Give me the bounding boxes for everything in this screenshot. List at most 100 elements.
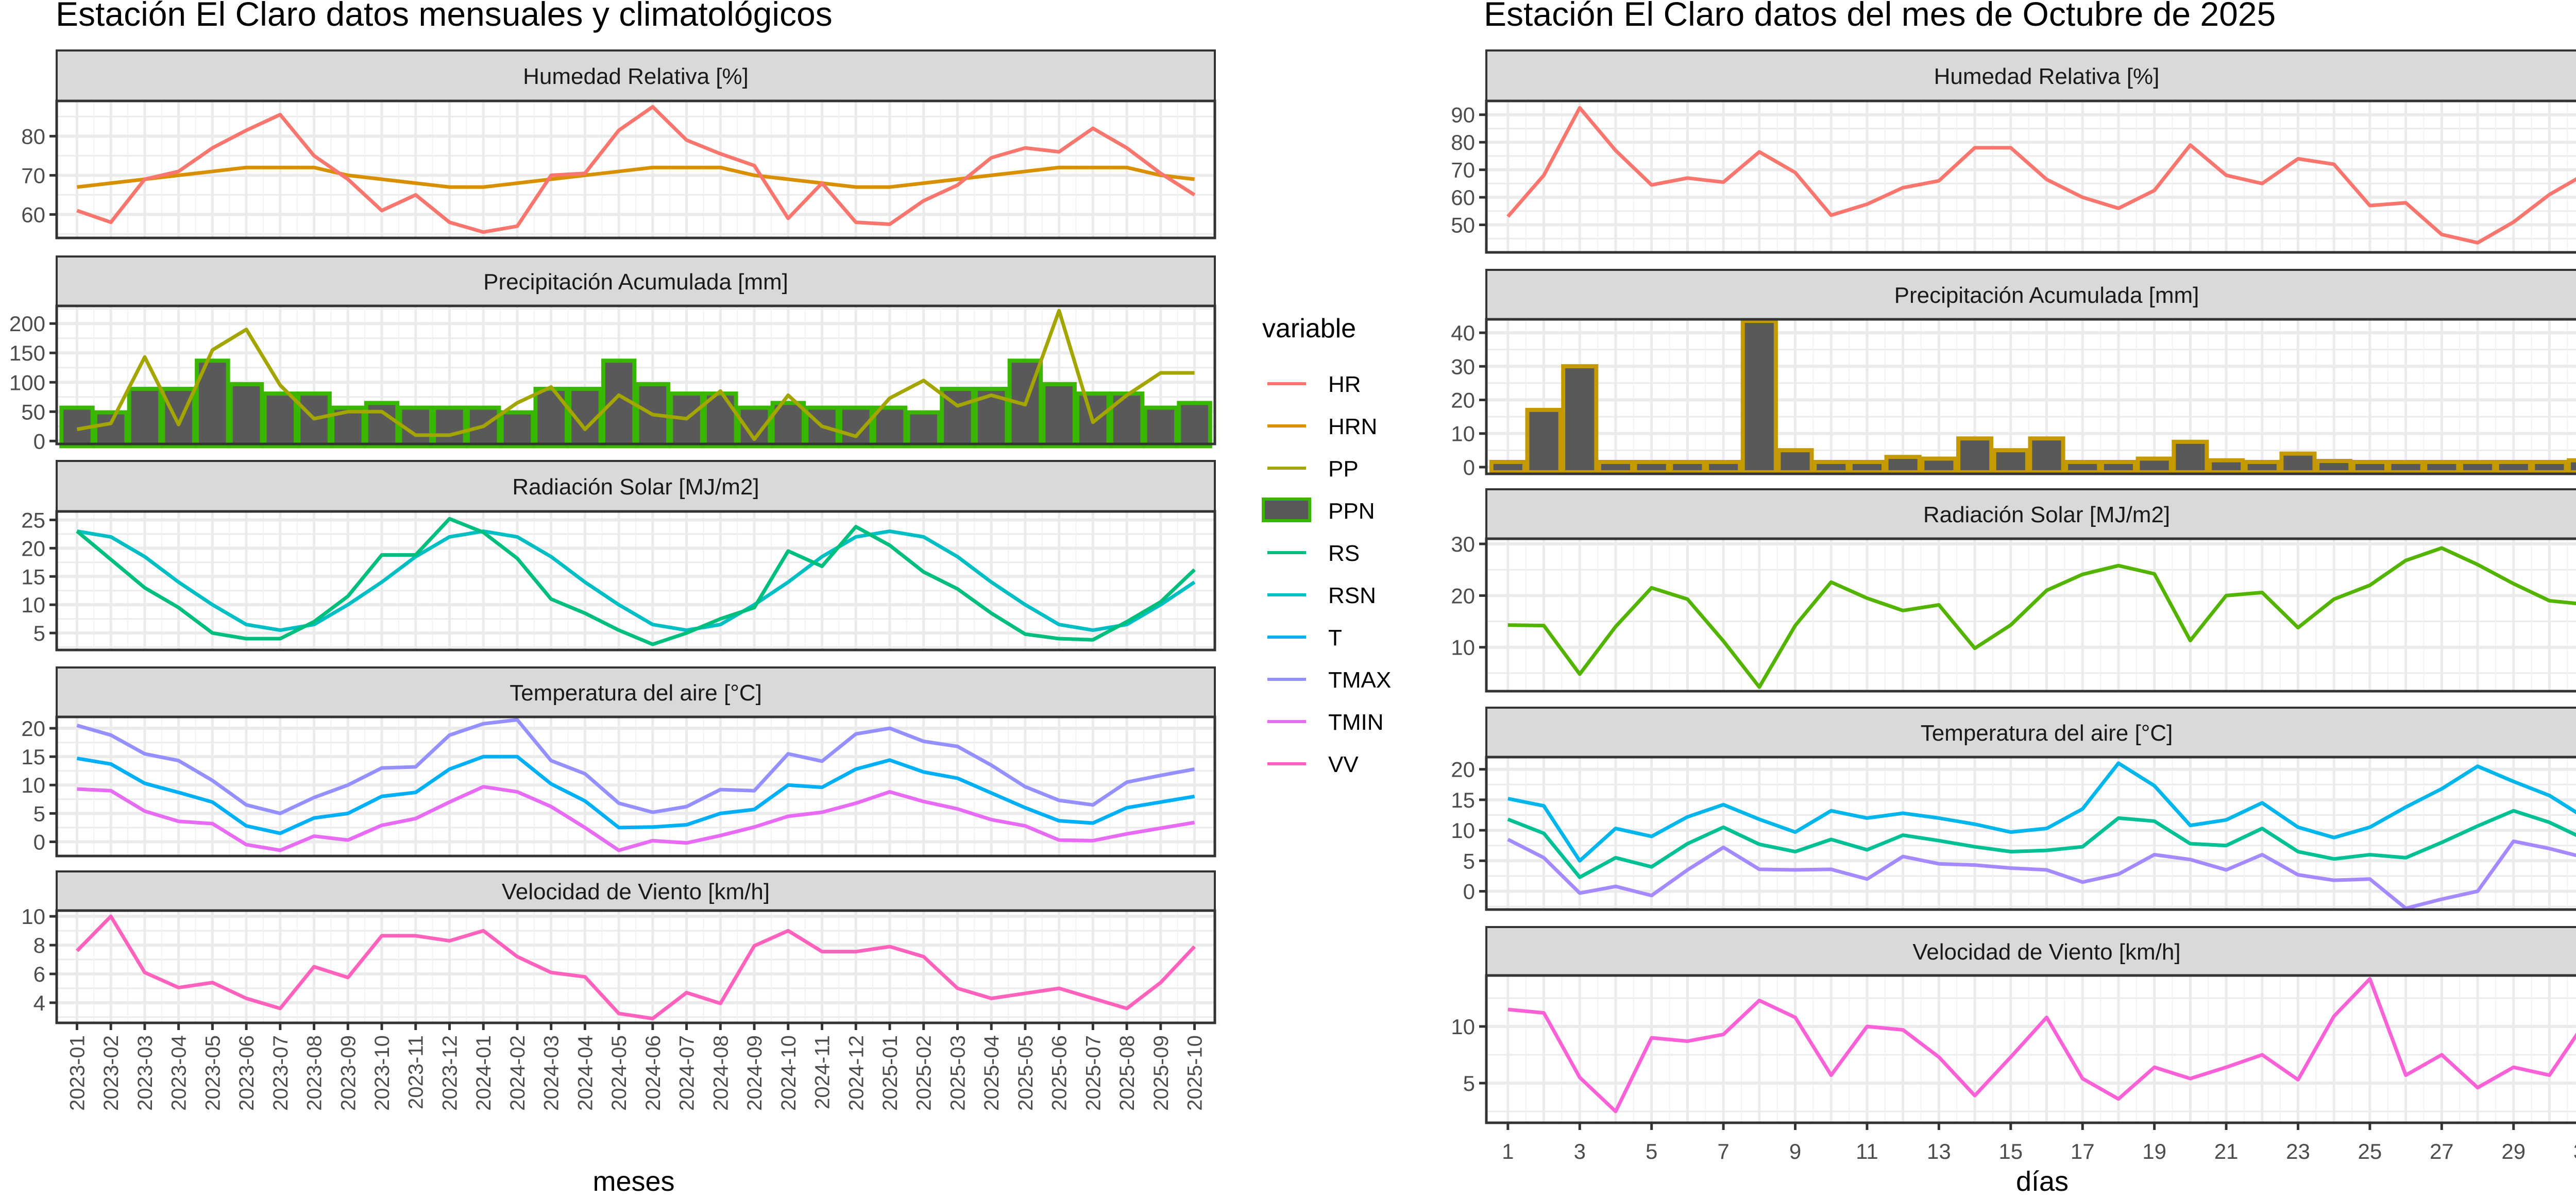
y-tick-label: 50: [1451, 213, 1475, 237]
x-tick-label: 27: [2430, 1139, 2454, 1163]
series-line-vv: [75, 914, 1196, 1021]
legend-item: PP: [1267, 456, 1359, 482]
x-tick-label: 7: [1717, 1139, 1729, 1163]
facet-strip: [1485, 707, 2576, 758]
x-tick-label: 2025-10: [1184, 1035, 1207, 1111]
x-tick-label: 2025-06: [1048, 1035, 1071, 1111]
bar-ppn: [872, 405, 908, 449]
facet-title: Humedad Relativa [%]: [1934, 64, 2160, 89]
x-tick-label: 2023-08: [303, 1035, 326, 1111]
y-tick-label: 20: [1451, 758, 1475, 782]
x-tick-label: 2023-11: [405, 1035, 428, 1109]
x-tick-label: 2024-09: [743, 1035, 766, 1111]
series-line-rsn: [76, 529, 1196, 632]
monthly-chart: Estación El Claro datos mensuales y clim…: [9, 0, 1391, 1197]
legend-label: HRN: [1328, 414, 1377, 439]
legend-item: HRN: [1267, 414, 1377, 439]
bar-ppn: [499, 410, 535, 449]
y-tick-label: 80: [21, 124, 45, 148]
y-tick-label: 8: [33, 933, 45, 957]
legend-label: TMIN: [1328, 710, 1384, 735]
x-tick-label: 2024-10: [777, 1035, 800, 1111]
facet-panel: Precipitación Acumulada [mm] 0 50 100 150 200: [9, 255, 1216, 453]
facet-panel: Radiación Solar [MJ/m2] 10 20 30: [1451, 488, 2576, 693]
daily-chart: Estación El Claro datos del mes de Octub…: [1451, 0, 2576, 1197]
legend-item: TMIN: [1267, 710, 1384, 735]
bar-pp: [2279, 451, 2317, 474]
bar-ppn: [228, 382, 264, 449]
x-tick-label: 2024-12: [845, 1035, 868, 1111]
y-tick-label: 10: [21, 593, 45, 617]
bar-pp: [1633, 459, 1670, 474]
y-tick-label: 0: [1463, 879, 1475, 903]
bar-ppn: [906, 410, 941, 449]
x-tick-label: 2024-06: [642, 1035, 665, 1111]
facet-panel: Humedad Relativa [%] 50 60 70 80 90: [1451, 49, 2576, 254]
x-tick-label: 2024-03: [540, 1035, 563, 1111]
bar-pp: [2315, 459, 2353, 474]
x-axis-label: días: [2016, 1166, 2069, 1197]
bar-pp: [1525, 407, 1563, 474]
panel-border: [55, 510, 1216, 652]
y-tick-label: 200: [9, 312, 45, 336]
bar-ppn: [432, 405, 467, 449]
x-tick-label: 29: [2501, 1139, 2526, 1163]
legend-label: PP: [1328, 456, 1359, 482]
legend-item: TMAX: [1267, 667, 1391, 693]
plot-area: [1486, 539, 2576, 691]
facet-panel: Radiación Solar [MJ/m2] 5 10 15 20 25: [21, 460, 1216, 652]
bar-ppn: [195, 358, 230, 449]
bar-pp: [1740, 319, 1778, 474]
bar-pp: [2172, 439, 2209, 474]
y-tick-label: 60: [21, 202, 45, 227]
bar-pp: [1705, 459, 1742, 474]
bar-pp: [2459, 459, 2497, 474]
series-line-rs: [76, 517, 1196, 646]
plot-area: [1486, 757, 2576, 910]
facet-title: Radiación Solar [MJ/m2]: [512, 474, 759, 500]
x-tick-label: 2023-06: [235, 1035, 258, 1111]
x-tick-label: 3: [1574, 1139, 1586, 1163]
bar-ppn: [93, 410, 129, 449]
bar-pp: [1669, 459, 1706, 474]
bar-ppn: [465, 405, 501, 449]
bar-ppn: [262, 391, 298, 449]
series-line-t: [76, 755, 1195, 835]
y-tick-label: 80: [1451, 130, 1475, 155]
x-tick-label: 31: [2573, 1139, 2576, 1163]
y-tick-label: 5: [33, 801, 45, 826]
y-tick-label: 5: [1463, 1071, 1475, 1095]
series-line-hrn: [77, 165, 1195, 189]
y-tick-label: 20: [21, 536, 45, 560]
x-tick-label: 13: [1927, 1139, 1951, 1163]
y-tick-label: 30: [1451, 532, 1475, 556]
bar-ppn: [364, 401, 400, 449]
bar-ppn: [1143, 405, 1179, 449]
panel-border: [55, 99, 1216, 239]
bar-pp: [2136, 456, 2173, 474]
x-tick-label: 2023-02: [100, 1035, 123, 1111]
x-tick-label: 2024-08: [709, 1035, 732, 1111]
x-tick-label: 23: [2286, 1139, 2310, 1163]
x-tick-label: 17: [2071, 1139, 2095, 1163]
x-tick-label: 2023-07: [269, 1035, 292, 1111]
y-tick-label: 100: [9, 370, 45, 395]
bar-pp: [2243, 459, 2281, 474]
bar-ppn: [1041, 382, 1077, 449]
y-tick-label: 10: [1451, 1015, 1475, 1039]
x-tick-label: 2025-07: [1082, 1035, 1105, 1111]
y-tick-label: 10: [21, 773, 45, 797]
y-tick-label: 4: [33, 991, 45, 1015]
bar-ppn: [533, 387, 569, 449]
facet-strip: [56, 870, 1216, 912]
x-tick-label: 25: [2358, 1139, 2382, 1163]
y-tick-label: 10: [1451, 422, 1475, 446]
x-tick-label: 2023-12: [438, 1035, 461, 1111]
legend-key-bar: [1262, 498, 1311, 522]
x-tick-label: 9: [1789, 1139, 1801, 1163]
x-tick-label: 2025-05: [1014, 1035, 1037, 1111]
bar-pp: [2423, 459, 2461, 474]
bar-pp: [1812, 459, 1850, 474]
